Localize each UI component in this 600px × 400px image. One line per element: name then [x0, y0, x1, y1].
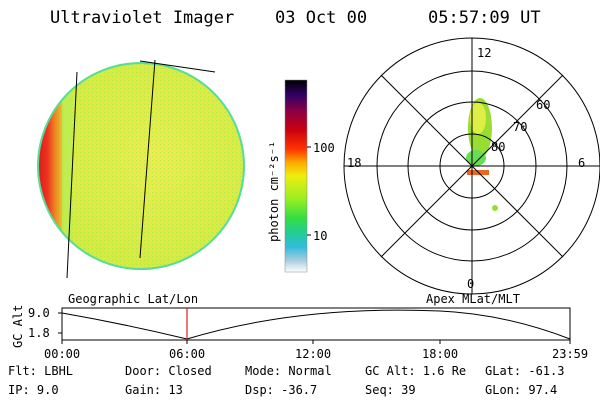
mlt-label-0: 0 — [467, 277, 475, 291]
door-value: Door: Closed — [125, 364, 212, 378]
mode-value: Mode: Normal — [245, 364, 332, 378]
altitude-curve — [61, 309, 571, 340]
meridian-line — [139, 59, 156, 259]
gain-value: Gain: 13 — [125, 383, 183, 397]
geographic-panel-label: Geographic Lat/Lon — [68, 292, 199, 306]
sequence-value: Seq: 39 — [365, 383, 416, 397]
instrument-title: Ultraviolet Imager — [50, 8, 235, 28]
meridian-line — [66, 71, 78, 279]
ip-value: IP: 9.0 — [8, 383, 59, 397]
auroral-oval-blob — [470, 102, 486, 134]
colorbar-tick-100: 100 — [313, 141, 335, 155]
glat-value: GLat: -61.3 — [485, 364, 565, 378]
altitude-ytick-1: 1.8 — [28, 326, 50, 340]
filter-value: Flt: LBHL — [8, 364, 74, 378]
altitude-xtick: 06:00 — [169, 347, 206, 361]
altitude-xtick: 12:00 — [295, 347, 332, 361]
colorbar-tick-10: 10 — [313, 229, 328, 243]
mlat-label-60: 60 — [536, 98, 551, 112]
altitude-xtick: 18:00 — [422, 347, 459, 361]
mlat-label-80: 80 — [491, 140, 506, 154]
altitude-ytick-9: 9.0 — [28, 306, 50, 320]
auroral-spot — [492, 205, 498, 211]
dsp-value: Dsp: -36.7 — [245, 383, 318, 397]
gc-altitude-value: GC Alt: 1.6 Re — [365, 364, 467, 378]
mlat-label-70: 70 — [513, 120, 528, 134]
time-label: 05:57:09 UT — [428, 8, 541, 28]
mlt-label-18: 18 — [347, 156, 362, 170]
mlt-label-12: 12 — [477, 46, 492, 60]
date-label: 03 Oct 00 — [275, 8, 368, 28]
apex-panel-label: Apex MLat/MLT — [426, 292, 520, 306]
glon-value: GLon: 97.4 — [485, 383, 558, 397]
altitude-xtick: 23:59 — [552, 347, 589, 361]
altitude-ylabel: GC Alt — [11, 304, 25, 348]
mlt-label-6: 6 — [578, 156, 586, 170]
altitude-xtick: 00:00 — [44, 347, 81, 361]
auroral-oval-blob — [466, 150, 486, 166]
meridian-line — [139, 60, 216, 73]
